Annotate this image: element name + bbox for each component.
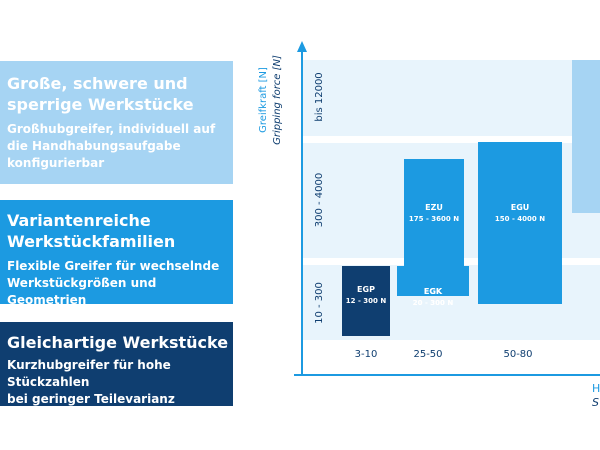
block-egp-name: EGP	[357, 285, 375, 294]
block-egk-range-overlay: 20 - 300 N	[413, 299, 454, 307]
y-axis-arrow	[297, 41, 307, 52]
block-egk-range: 20 - 300 N	[413, 299, 454, 307]
block-ezu-range: 175 - 3600 N	[409, 215, 459, 223]
panel-large-title: Große, schwere und sperrige Werkstücke	[7, 74, 194, 114]
panel-uniform-title: Gleichartige Werkstücke	[7, 333, 229, 352]
panel-variant-subtitle: Flexible Greifer für wechselnde Werkstüc…	[7, 259, 220, 307]
block-egk-name-overlay: EGK	[424, 287, 443, 296]
y-axis-title: Greifkraft [N]	[258, 67, 269, 133]
x-axis-title-partial: H	[592, 382, 600, 395]
panel-variant-workpieces: Variantenreiche Werkstückfamilien Flexib…	[0, 200, 233, 307]
block-egu	[478, 142, 562, 304]
y-band-3	[302, 60, 600, 136]
y-band-label-2: 300 - 4000	[314, 173, 325, 228]
chart-axes	[294, 41, 600, 376]
panel-uniform-subtitle: Kurzhubgreifer für hohe Stückzahlen bei …	[7, 358, 175, 406]
block-egp-range: 12 - 300 N	[346, 297, 387, 305]
x-category-label-2: 25-50	[413, 349, 442, 360]
x-axis-title-en-partial: S	[592, 396, 599, 409]
block-egk-overlay	[397, 266, 469, 296]
block-ezu-name: EZU	[425, 203, 443, 212]
block-egu-name: EGU	[511, 203, 530, 212]
y-band-label-3: bis 12000	[314, 72, 325, 121]
panel-uniform-workpieces: Gleichartige Werkstücke Kurzhubgreifer f…	[0, 322, 233, 406]
y-band-label-1: 10 - 300	[314, 282, 325, 324]
product-blocks	[342, 60, 600, 336]
x-category-label-1: 3-10	[355, 349, 378, 360]
panel-variant-title: Variantenreiche Werkstückfamilien	[7, 211, 176, 251]
chart-labels: EZU 175 - 3600 N EGK 20 - 300 N EGP 12 - 300 …	[258, 55, 600, 409]
panel-large-subtitle: Großhubgreifer, individuell auf die Hand…	[7, 122, 216, 170]
x-category-label-3: 50-80	[503, 349, 532, 360]
y-axis-title-en: Gripping force [N]	[272, 55, 283, 145]
panel-large-workpieces: Große, schwere und sperrige Werkstücke G…	[0, 61, 233, 184]
block-egp	[342, 266, 390, 336]
large-gripper-block	[572, 60, 600, 213]
block-egk-name: EGK	[424, 287, 443, 296]
block-egu-range: 150 - 4000 N	[495, 215, 545, 223]
